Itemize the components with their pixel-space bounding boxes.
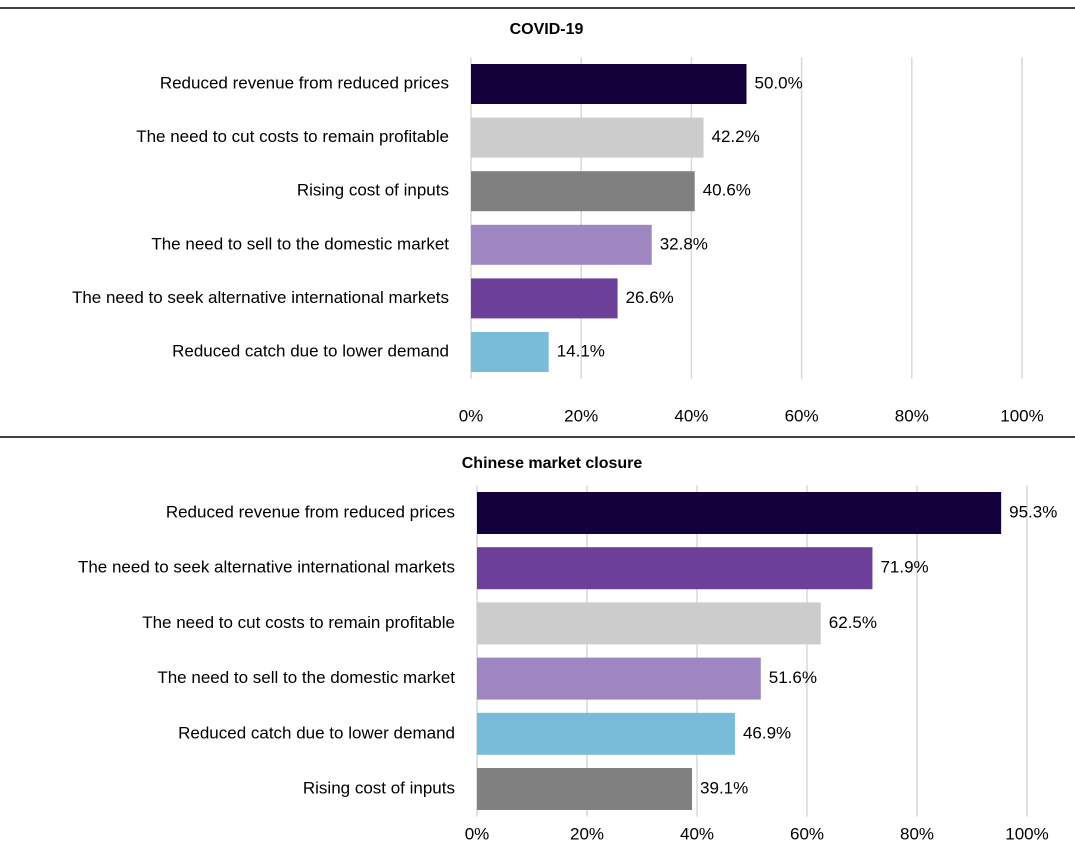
bar <box>477 547 873 590</box>
y-tick-label: Reduced catch due to lower demand <box>172 341 449 360</box>
x-tick-label: 100% <box>1000 406 1043 425</box>
bar <box>477 492 1002 534</box>
x-tick-label: 60% <box>790 824 824 843</box>
data-label: 62.5% <box>829 613 877 632</box>
data-label: 32.8% <box>660 234 708 253</box>
y-tick-label: Reduced revenue from reduced prices <box>166 502 455 521</box>
x-tick-label: 80% <box>895 406 929 425</box>
bar <box>477 712 735 755</box>
data-label: 39.1% <box>700 778 748 797</box>
data-label: 40.6% <box>703 181 751 200</box>
y-tick-label: The need to seek alternative internation… <box>72 288 449 307</box>
bar <box>471 332 549 372</box>
bar <box>471 117 704 158</box>
y-tick-label: Rising cost of inputs <box>297 181 449 200</box>
y-tick-label: The need to sell to the domestic market <box>157 668 455 687</box>
x-tick-label: 0% <box>459 406 484 425</box>
bar <box>477 657 761 700</box>
x-tick-label: 100% <box>1005 824 1048 843</box>
data-label: 50.0% <box>755 73 803 92</box>
x-tick-label: 20% <box>570 824 604 843</box>
data-label: 71.9% <box>880 558 928 577</box>
y-tick-label: The need to sell to the domestic market <box>151 234 449 253</box>
x-tick-label: 0% <box>465 824 490 843</box>
data-label: 46.9% <box>743 723 791 742</box>
y-tick-label: The need to cut costs to remain profitab… <box>142 613 455 632</box>
x-tick-label: 60% <box>785 406 819 425</box>
data-label: 95.3% <box>1009 502 1057 521</box>
chart-title: COVID-19 <box>510 21 584 38</box>
x-tick-label: 20% <box>564 406 598 425</box>
y-tick-label: Reduced revenue from reduced prices <box>160 73 449 92</box>
data-label: 42.2% <box>712 127 760 146</box>
bar <box>477 768 693 810</box>
bar <box>471 224 652 265</box>
data-label: 51.6% <box>769 668 817 687</box>
data-label: 14.1% <box>557 341 605 360</box>
y-tick-label: The need to seek alternative internation… <box>78 558 455 577</box>
x-tick-label: 40% <box>674 406 708 425</box>
bar <box>477 602 821 645</box>
bar <box>471 278 618 319</box>
data-label: 26.6% <box>626 288 674 307</box>
bar <box>471 64 747 104</box>
bar <box>471 171 695 212</box>
y-tick-label: Rising cost of inputs <box>303 778 455 797</box>
chart-title: Chinese market closure <box>462 455 643 472</box>
x-tick-label: 80% <box>900 824 934 843</box>
x-tick-label: 40% <box>680 824 714 843</box>
y-tick-label: The need to cut costs to remain profitab… <box>136 127 449 146</box>
y-tick-label: Reduced catch due to lower demand <box>178 723 455 742</box>
